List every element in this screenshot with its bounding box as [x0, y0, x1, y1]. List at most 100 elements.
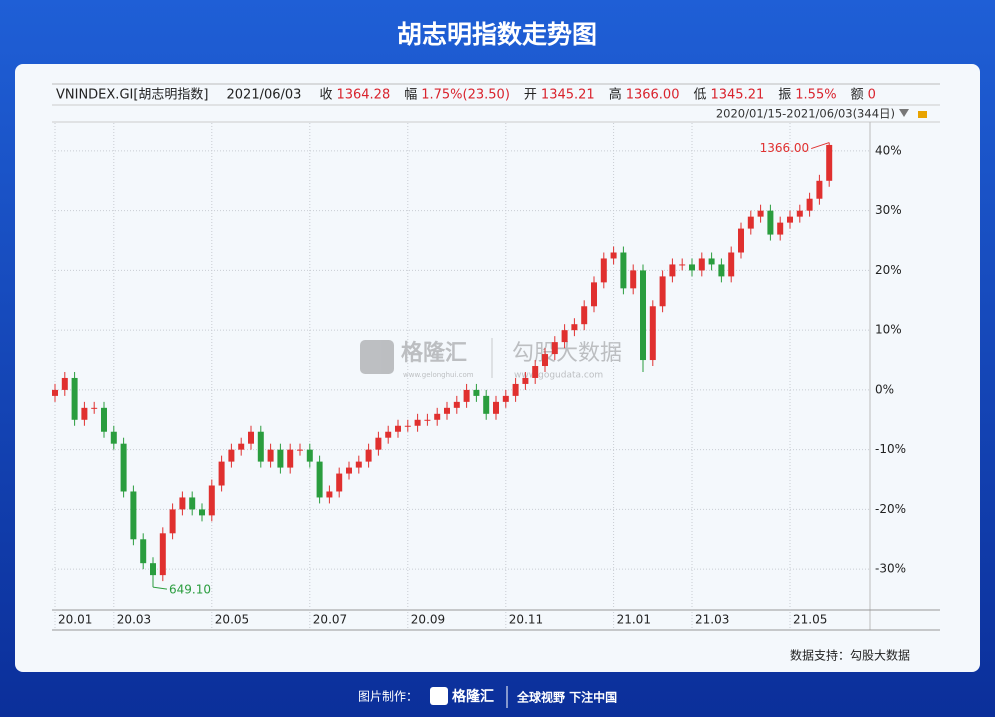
candle-body	[110, 431, 117, 444]
x-tick-label: 21.03	[695, 613, 729, 627]
candle-body	[463, 389, 470, 402]
candle-body	[591, 282, 597, 307]
candle-body	[238, 443, 245, 450]
logo	[360, 340, 394, 374]
candle-body	[483, 395, 490, 414]
candle-body	[140, 539, 147, 564]
panel	[15, 64, 980, 672]
candle-body	[728, 252, 735, 277]
candle-body	[101, 407, 107, 432]
candle-body	[159, 533, 166, 576]
candle-body	[610, 252, 617, 259]
y-tick-label: 10%	[875, 323, 902, 337]
info-value: 1364.28	[336, 88, 390, 103]
candle-body	[218, 461, 225, 486]
y-tick-label: -30%	[875, 562, 906, 576]
candle-body	[649, 306, 656, 361]
footer-made-by: 图片制作：	[358, 690, 418, 704]
candle-body	[316, 461, 323, 498]
y-tick-label: 30%	[875, 203, 902, 217]
watermark-data: 勾股大数据	[512, 341, 622, 366]
candle-body	[444, 407, 450, 414]
candle-body	[150, 563, 156, 576]
candle-body	[355, 461, 362, 468]
y-tick-label: -10%	[875, 442, 906, 456]
dropdown-icon[interactable]	[899, 109, 909, 117]
info-label: 收	[319, 88, 332, 103]
y-tick-label: 40%	[875, 143, 902, 157]
candle-body	[473, 389, 480, 396]
plot: 40% 30% 20% 10% 0% -10% -20% -30% 20.01 20.03 20.0…	[52, 123, 906, 630]
info-label: 幅	[404, 88, 417, 103]
footer-brand: 格隆汇	[452, 688, 494, 705]
candle-body	[493, 401, 499, 414]
candle-body	[679, 264, 686, 266]
info-label: 低	[693, 88, 706, 103]
candle-body	[640, 270, 646, 361]
watermark-url: www.gelonghui.com	[403, 371, 474, 379]
x-tick-label: 21.01	[617, 613, 651, 627]
max-label: 1366.00	[760, 141, 810, 155]
candle-body	[522, 377, 529, 384]
candle-body	[806, 198, 813, 211]
x-tick-label: 20.11	[509, 613, 543, 627]
info-value: 1366.00	[626, 88, 680, 103]
candle-body	[130, 491, 137, 540]
range-text: 2020/01/15-2021/06/03(344日)	[716, 107, 895, 121]
candle-body	[395, 425, 401, 432]
candle-body	[620, 252, 627, 289]
candle-body	[336, 473, 343, 492]
candle-body	[551, 342, 558, 355]
candle-body	[179, 497, 186, 510]
info-label: VNINDEX.GI[胡志明指数]	[56, 88, 209, 103]
candle-body	[561, 330, 568, 343]
x-tick-label: 21.05	[793, 613, 827, 627]
info-value: 1.75%(23.50)	[421, 88, 510, 103]
watermark: 格隆汇 www.gelonghui.com 勾股大数据 www.gogudata…	[360, 338, 622, 381]
candle-body	[767, 210, 774, 235]
candle-body	[248, 431, 254, 444]
candle-body	[718, 264, 725, 277]
candle-body	[346, 467, 352, 474]
candle-body	[434, 413, 441, 420]
x-tick-label: 20.05	[215, 613, 249, 627]
y-tick-label: -20%	[875, 502, 906, 516]
candle-body	[404, 425, 411, 427]
source: 数据支持：勾股大数据	[790, 648, 910, 663]
candle-body	[698, 258, 705, 271]
candle-body	[120, 443, 127, 492]
info-label: 高	[609, 87, 622, 103]
candle-body	[777, 222, 784, 235]
candle-body	[365, 449, 372, 462]
candle-body	[257, 431, 264, 462]
watermark-brand: 格隆汇	[401, 340, 467, 366]
candle-body	[512, 383, 519, 396]
candle-body	[306, 449, 313, 462]
candle-body	[669, 264, 676, 277]
lock-icon[interactable]	[918, 111, 927, 118]
candle-body	[189, 497, 196, 510]
candle-body	[375, 437, 382, 450]
info-value: 1.55%	[795, 88, 836, 103]
candle-body	[91, 407, 98, 409]
candle-body	[414, 419, 421, 426]
info-label: 振	[778, 88, 791, 103]
footer-logo	[430, 687, 448, 705]
candle-body	[199, 509, 205, 516]
candle-body	[787, 216, 793, 223]
candle-body	[659, 276, 666, 307]
candle-body	[816, 180, 823, 199]
candle-body	[689, 264, 695, 271]
candle-body	[277, 449, 284, 468]
watermark-data-url: www.gogudata.com	[514, 371, 603, 381]
annotation-line	[811, 142, 830, 150]
candle-body	[287, 449, 294, 468]
candle-body	[208, 485, 215, 516]
candle-body	[502, 395, 509, 402]
candle-body	[81, 407, 88, 420]
candle-body	[571, 324, 578, 331]
annotation-line	[152, 586, 168, 590]
candle-body	[826, 144, 833, 181]
